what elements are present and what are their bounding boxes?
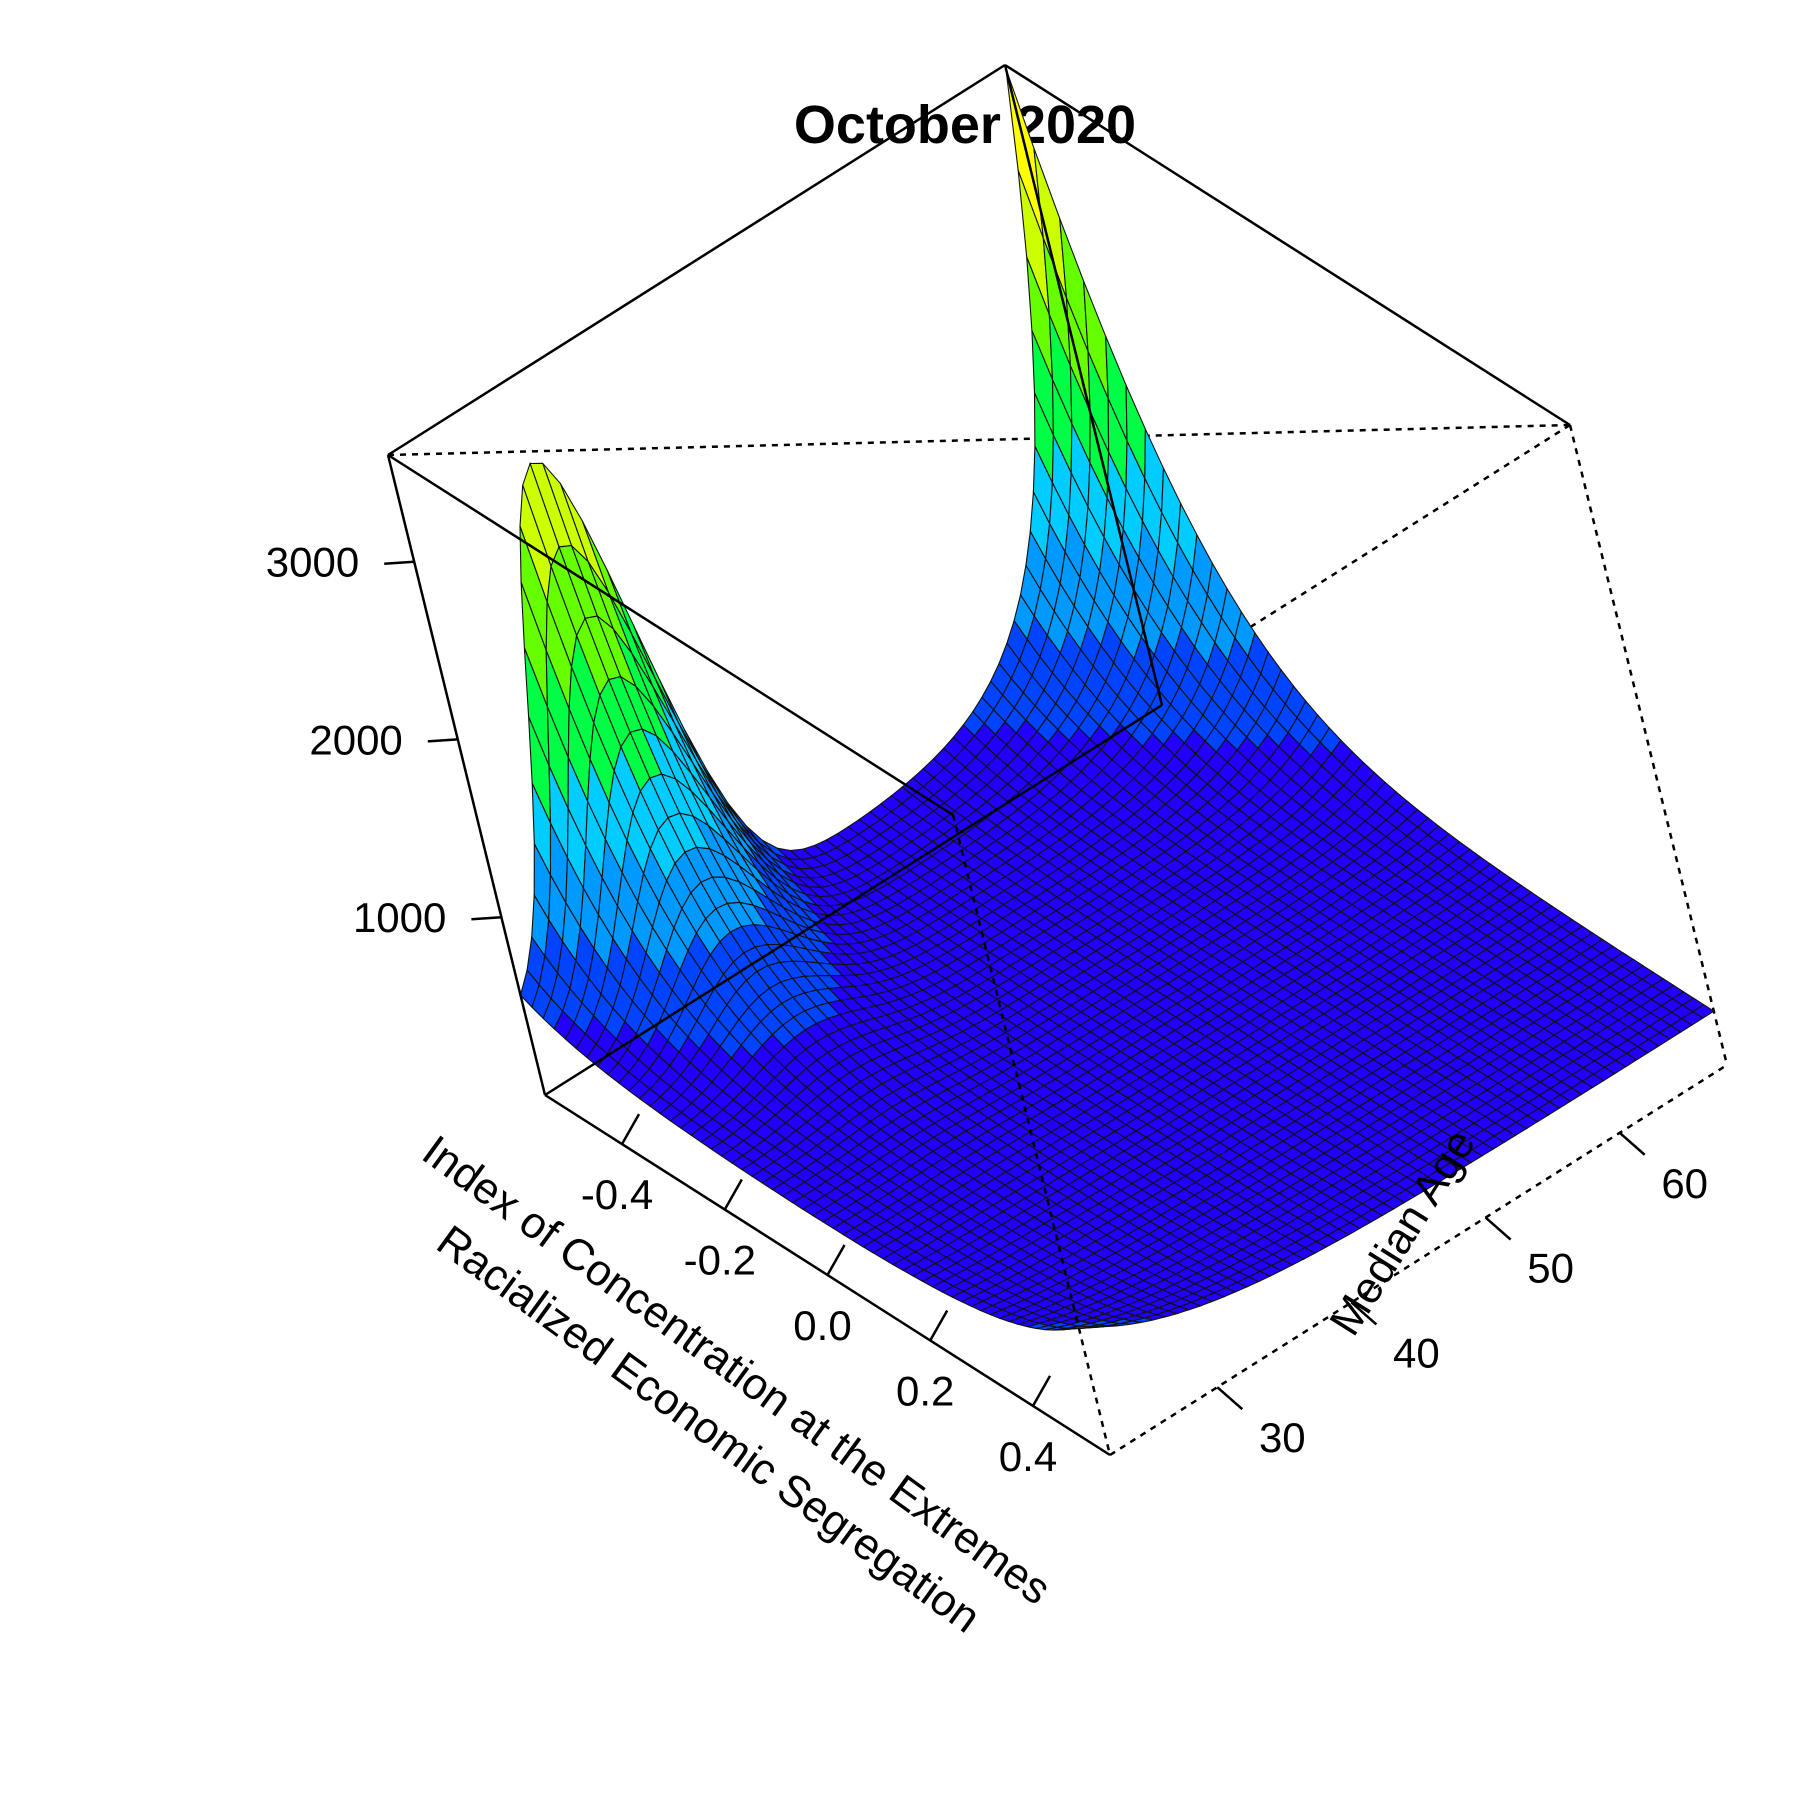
z-axis: 1000 2000 3000 xyxy=(266,539,502,941)
x-tick-mark xyxy=(723,1178,743,1211)
x-tick-mark xyxy=(826,1244,846,1276)
z-tick-mark xyxy=(471,915,502,921)
x-tick-label: 0.4 xyxy=(999,1433,1057,1480)
y-tick-mark xyxy=(1216,1386,1244,1411)
box-back-edges xyxy=(387,423,1729,1457)
y-tick-label: 30 xyxy=(1259,1414,1306,1461)
box-edge-hidden xyxy=(387,423,1571,457)
box-edge xyxy=(1004,63,1571,427)
y-tick-mark xyxy=(1618,1131,1646,1156)
x-tick-mark xyxy=(929,1309,949,1342)
z-tick-mark xyxy=(384,560,415,565)
surface-mesh xyxy=(519,68,1715,1331)
box-edge xyxy=(1003,64,1164,706)
z-tick-mark xyxy=(427,738,458,743)
x-tick-label: 0.0 xyxy=(793,1302,851,1349)
y-tick-label: 50 xyxy=(1527,1245,1574,1292)
x-tick-label: -0.4 xyxy=(581,1171,653,1218)
y-tick-mark xyxy=(1484,1216,1512,1241)
x-tick-mark xyxy=(1031,1375,1052,1407)
z-tick-label: 1000 xyxy=(353,894,446,941)
y-tick-label: 40 xyxy=(1393,1329,1440,1376)
x-tick-mark xyxy=(620,1113,641,1145)
box-edge xyxy=(387,63,1006,457)
box-edge xyxy=(544,703,1163,1097)
box-edge-hidden xyxy=(1568,424,1729,1066)
z-tick-label: 2000 xyxy=(309,716,402,763)
box-front-edges xyxy=(386,63,1571,1457)
box-edge xyxy=(387,453,954,817)
box-edge xyxy=(951,814,1112,1456)
y-tick-label: 60 xyxy=(1661,1160,1708,1207)
box-edge-hidden xyxy=(952,423,1571,817)
chart-title: October 2020 xyxy=(794,95,1136,155)
x-tick-label: -0.2 xyxy=(684,1237,756,1284)
x-tick-label: 0.2 xyxy=(896,1368,954,1415)
y-tick-mark xyxy=(1350,1301,1378,1326)
z-tick-label: 3000 xyxy=(266,539,359,586)
box-edge-hidden xyxy=(1109,1063,1728,1457)
